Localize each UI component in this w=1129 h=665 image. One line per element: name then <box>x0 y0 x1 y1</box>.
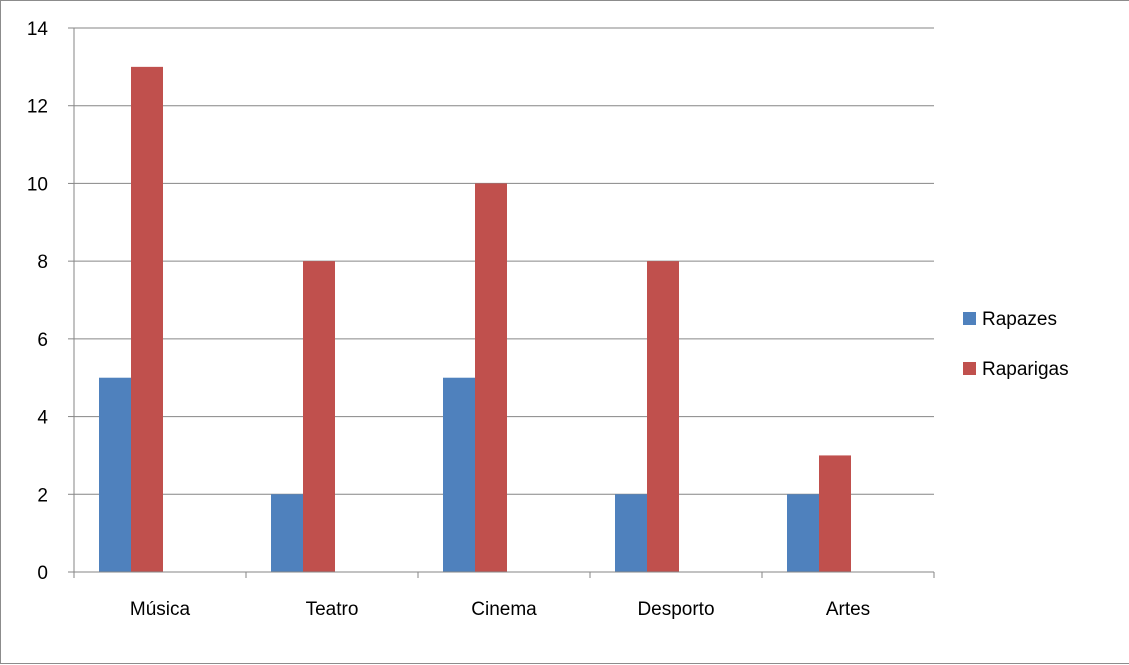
y-tick-label: 4 <box>37 408 48 429</box>
bar-raparigas-1 <box>303 261 335 572</box>
bar-raparigas-3 <box>647 261 679 572</box>
bar-rapazes-3 <box>615 494 647 572</box>
bar-raparigas-2 <box>475 183 507 572</box>
axis-labels: 0 2 4 6 8 10 12 14 Música Teatro Cinema Desporto Art… <box>27 19 870 620</box>
y-tick-label: 2 <box>37 485 48 506</box>
x-tick-label: Desporto <box>637 599 714 620</box>
legend-swatch-raparigas <box>963 362 976 375</box>
axes <box>68 27 935 578</box>
x-tick-label: Música <box>130 599 191 620</box>
bar-rapazes-0 <box>99 377 131 572</box>
bar-rapazes-2 <box>443 377 475 572</box>
legend: Rapazes Raparigas <box>963 309 1069 380</box>
x-tick-label: Artes <box>826 599 870 620</box>
legend-swatch-rapazes <box>963 312 976 325</box>
y-tick-label: 8 <box>37 252 48 273</box>
y-tick-label: 14 <box>27 19 49 40</box>
legend-label: Rapazes <box>982 309 1057 330</box>
x-tick-label: Teatro <box>306 599 359 620</box>
y-tick-label: 0 <box>37 563 48 584</box>
y-tick-label: 12 <box>27 97 48 118</box>
y-tick-label: 6 <box>37 330 48 351</box>
bar-raparigas-4 <box>819 455 851 572</box>
legend-label: Raparigas <box>982 359 1069 380</box>
bar-rapazes-1 <box>271 494 303 572</box>
bar-raparigas-0 <box>131 66 163 572</box>
x-tick-label: Cinema <box>471 599 537 620</box>
y-tick-label: 10 <box>27 174 48 195</box>
bars <box>99 66 851 572</box>
bar-rapazes-4 <box>787 494 819 572</box>
